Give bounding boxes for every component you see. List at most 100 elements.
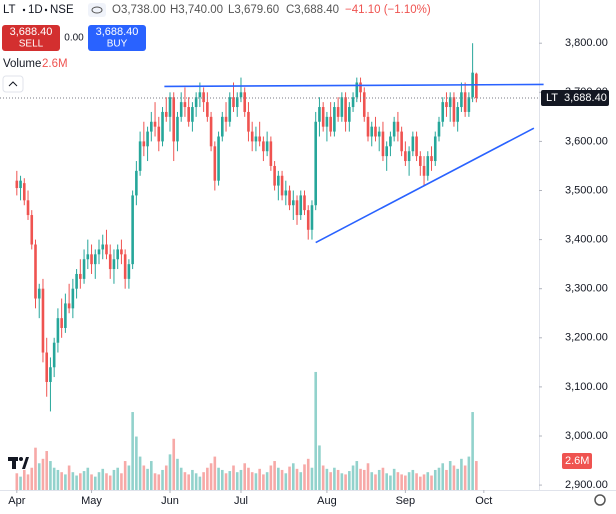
volume-bar (101, 468, 105, 490)
candle-body (52, 342, 56, 368)
candle-body (445, 102, 448, 108)
volume-bar (183, 472, 187, 490)
candle-body (213, 146, 217, 181)
volume-bar (64, 474, 67, 490)
candle-body (411, 136, 415, 152)
candle-body (284, 190, 288, 196)
candle-body (206, 102, 209, 117)
candle-body (82, 259, 86, 279)
volume-bar (135, 436, 138, 490)
candle-body (377, 131, 381, 137)
candle-body (22, 183, 26, 201)
buy-button[interactable] (88, 25, 146, 51)
symbol: LT (3, 4, 16, 16)
volume-bar (258, 468, 261, 490)
sell-button[interactable] (2, 25, 60, 51)
logo-part (22, 457, 29, 469)
candle-body (86, 254, 90, 260)
candle-body (392, 121, 396, 137)
candle-body (254, 136, 258, 142)
volume-bar (213, 456, 217, 490)
volume-bar (422, 474, 426, 490)
volume-bar (86, 467, 90, 490)
volume-bar (90, 474, 93, 490)
volume-bar (120, 473, 123, 490)
candle-body (179, 102, 183, 117)
volume-bar (262, 474, 265, 490)
candle-body (303, 195, 306, 211)
volume-bar (26, 474, 30, 490)
logo (8, 457, 29, 469)
volume-bar (445, 469, 448, 490)
candle-body (243, 92, 247, 112)
volume-bar (250, 472, 254, 490)
candle-body (452, 97, 456, 122)
volume-bar (419, 476, 422, 490)
candle-body (41, 288, 45, 353)
candle-body (362, 92, 366, 117)
candle-body (138, 141, 142, 171)
candle-body (232, 97, 235, 108)
volume-bar (306, 458, 310, 490)
candle-body (105, 244, 108, 255)
candle-body (97, 249, 101, 255)
candle-body (239, 92, 243, 98)
volume-bar (385, 473, 388, 490)
volume-bar (34, 447, 37, 490)
legend-overlay: LT 1D NSE O3,738.00 H3,740.00 L3,679.60 … (2, 3, 606, 506)
volume-bar (164, 465, 168, 490)
volume-bar (295, 468, 299, 490)
candle-body (228, 97, 232, 122)
candle-body (295, 200, 299, 216)
volume-bar (288, 466, 291, 490)
candle-body (37, 288, 41, 299)
volume-bar (318, 445, 321, 490)
candle-body (116, 249, 119, 260)
volume-bar (161, 469, 164, 490)
volume-bar (157, 474, 161, 490)
candle-body (437, 121, 441, 137)
candle-body (277, 175, 280, 186)
candle-body (19, 180, 22, 189)
candle-body (396, 121, 400, 132)
candle-body (30, 215, 34, 245)
candle-body (90, 254, 93, 265)
settings-icon[interactable] (594, 494, 606, 506)
candle-body (258, 136, 261, 142)
candle-body (430, 156, 433, 162)
volume-bar (97, 472, 101, 490)
candle-body (273, 165, 276, 186)
volume-bar (176, 458, 179, 490)
x-tick-label: Sep (396, 495, 416, 507)
candle-body (333, 107, 336, 132)
sell-price: 3,688.40 (10, 26, 53, 38)
candle-body (374, 126, 377, 137)
candle-body (344, 97, 347, 122)
collapse-button[interactable] (2, 75, 24, 93)
eye-button[interactable] (88, 3, 106, 17)
volume-bar (243, 463, 247, 490)
candle-body (441, 102, 445, 122)
candle-body (291, 200, 295, 206)
volume-bar (437, 467, 441, 490)
volume-bar (41, 458, 45, 490)
volume-bar (220, 469, 224, 490)
volume-bar (60, 472, 63, 490)
candle-body (157, 126, 161, 142)
volume-bar (209, 463, 213, 490)
candle-body (400, 131, 403, 152)
x-tick-label: May (81, 495, 102, 507)
volume-bar (75, 475, 78, 490)
volume-bar (448, 461, 452, 490)
candle-body (150, 121, 153, 132)
x-tick-label: Apr (8, 495, 25, 507)
candle-body (142, 141, 146, 147)
candle-body (265, 141, 269, 152)
candle-body (60, 318, 63, 328)
volume-bar (314, 371, 318, 490)
volume-bar (392, 468, 396, 490)
volume-bar (475, 461, 478, 490)
candle-body (407, 151, 411, 162)
volume-bar (362, 469, 366, 490)
